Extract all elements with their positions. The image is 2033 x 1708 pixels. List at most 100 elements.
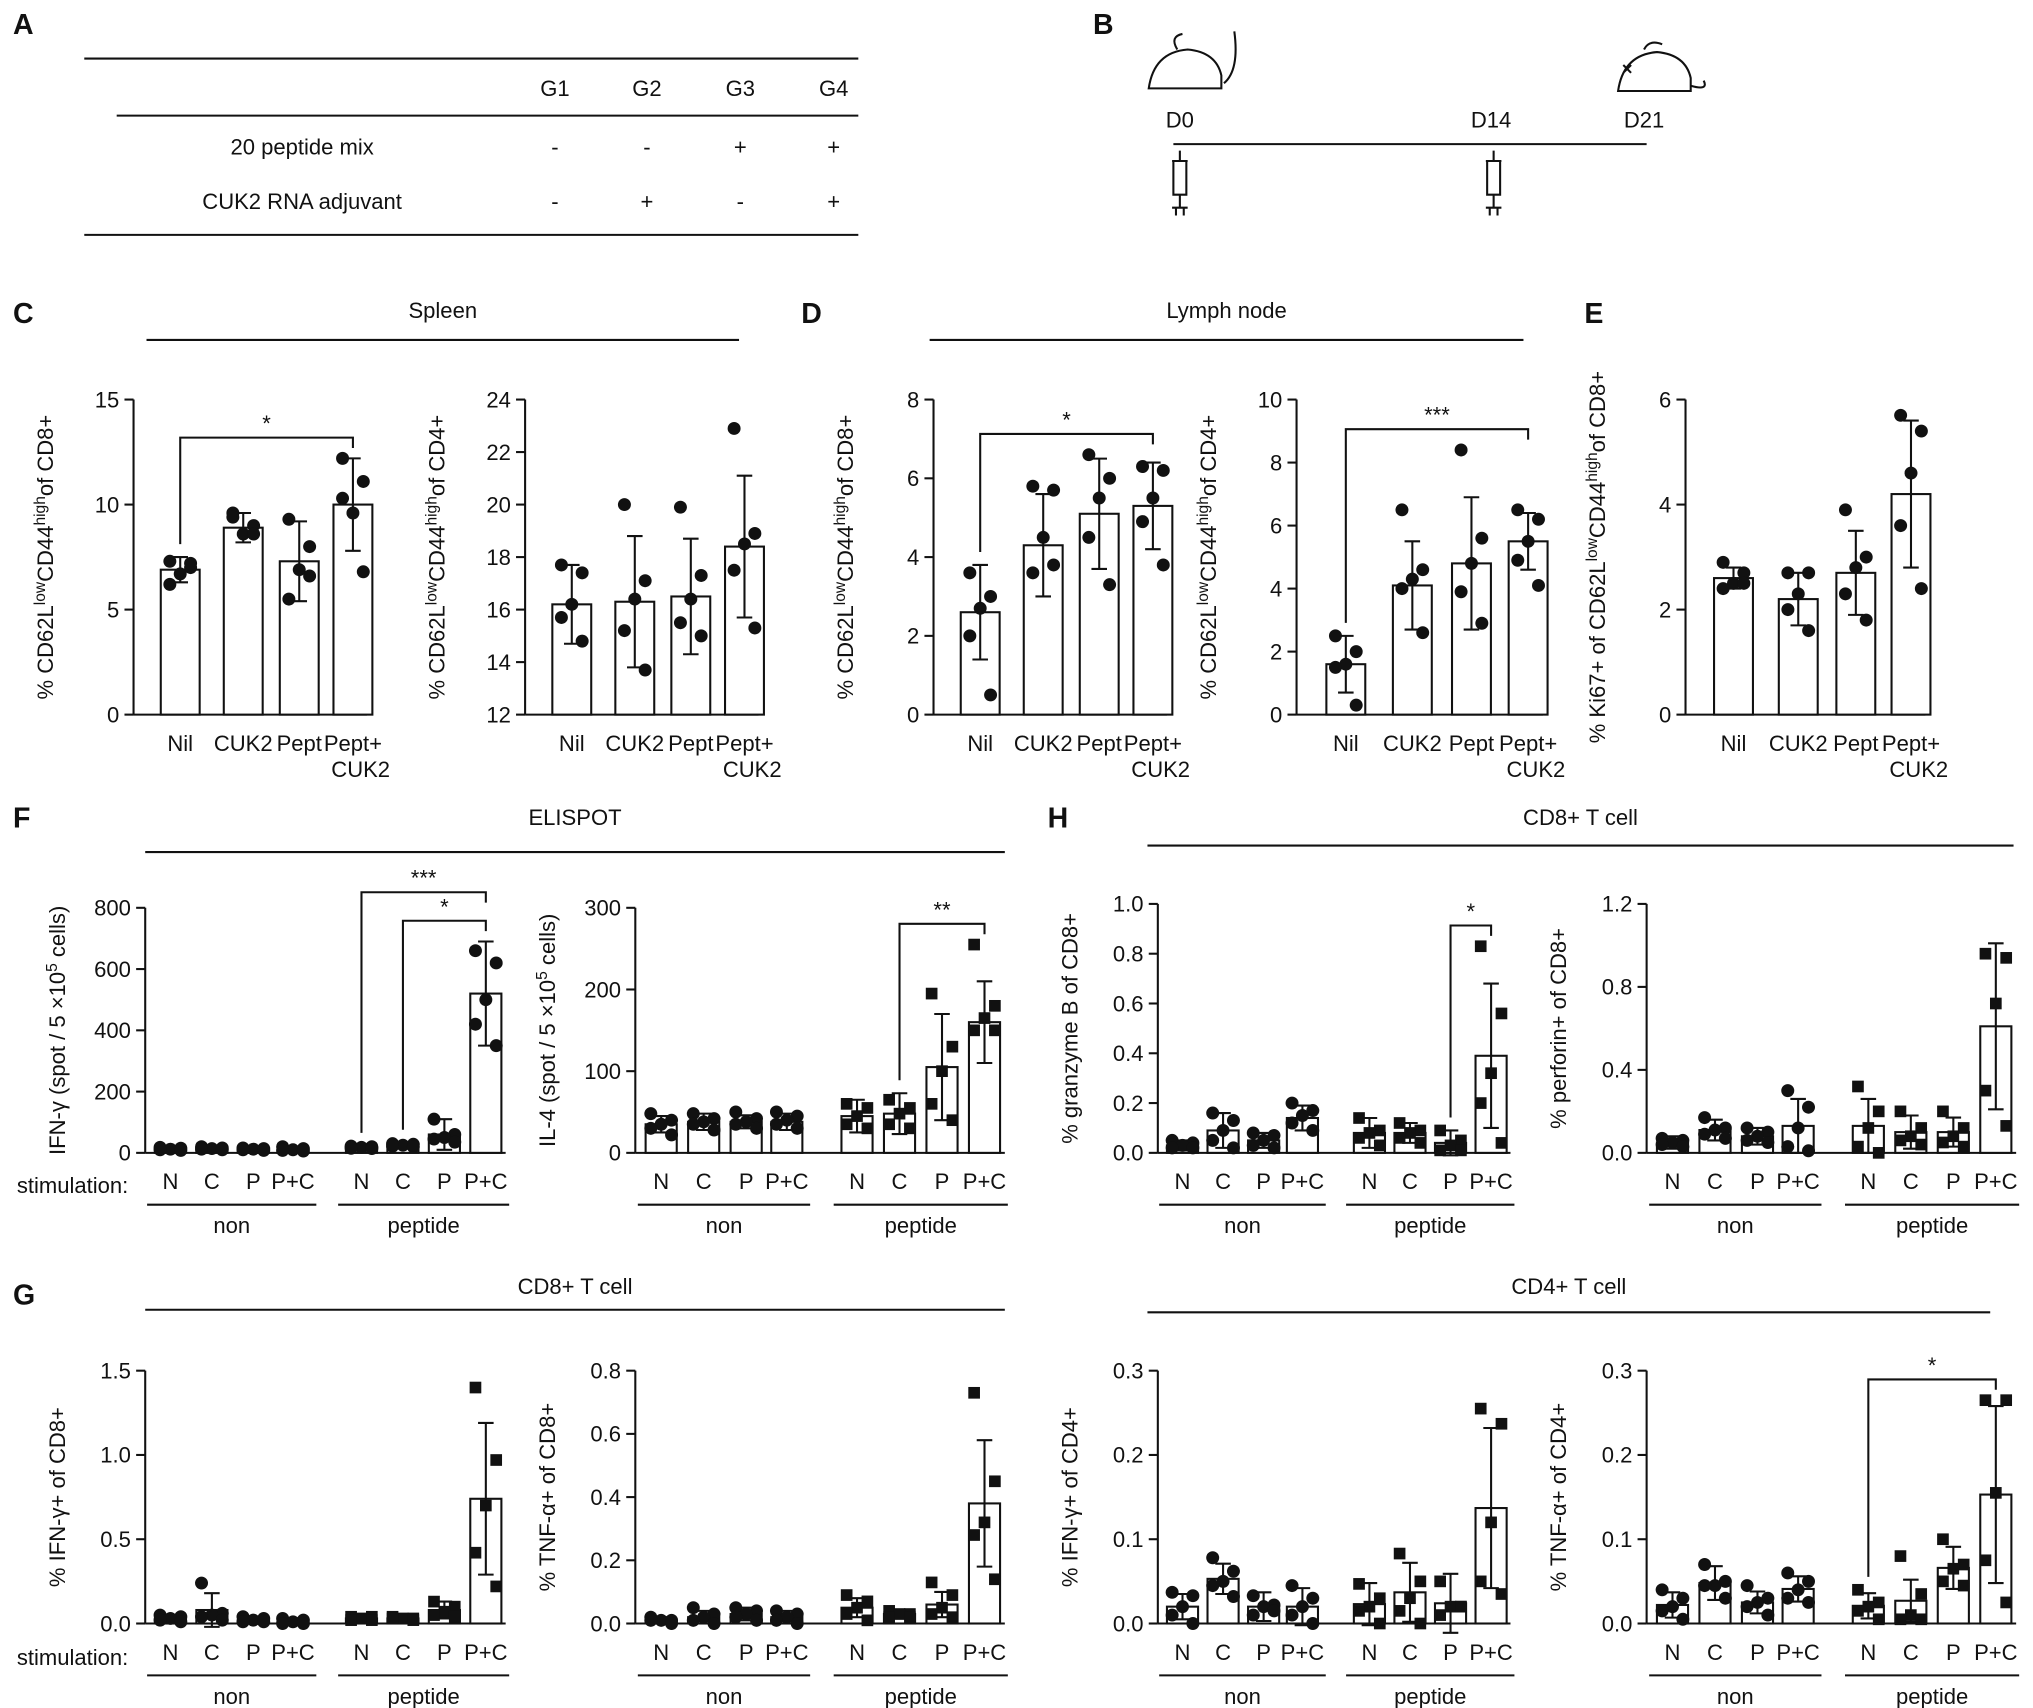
y-tick-label: 22 bbox=[486, 440, 511, 465]
x-tick-label: Nil bbox=[559, 731, 585, 756]
y-tick-label: 15 bbox=[95, 387, 120, 412]
data-point bbox=[984, 589, 998, 603]
data-point bbox=[644, 1613, 658, 1627]
data-point bbox=[2000, 1394, 2013, 1407]
y-tick-label: 5 bbox=[107, 597, 119, 622]
data-point bbox=[617, 624, 631, 638]
y-label-part: CD44 bbox=[1196, 526, 1221, 582]
data-point bbox=[1306, 1123, 1320, 1137]
data-point bbox=[1915, 1138, 1928, 1151]
y-label-part: % TNF-α+ of CD8+ bbox=[535, 1403, 560, 1592]
data-point bbox=[707, 1112, 721, 1126]
data-point bbox=[851, 1601, 863, 1614]
x-tick-label: Nil bbox=[967, 731, 993, 756]
x-tick-label: CUK2 bbox=[331, 757, 390, 782]
data-point bbox=[750, 1112, 764, 1126]
data-point bbox=[1165, 1608, 1179, 1622]
data-point bbox=[257, 1615, 271, 1629]
panel-letter: D bbox=[801, 298, 822, 330]
data-point bbox=[665, 1113, 679, 1127]
y-tick-label: 12 bbox=[486, 702, 511, 727]
data-point bbox=[1859, 550, 1873, 564]
data-point bbox=[1781, 1591, 1795, 1605]
data-point bbox=[286, 1615, 300, 1629]
x-tick-label: P bbox=[739, 1640, 754, 1665]
y-axis-label: % perforin+ of CD8+ bbox=[1546, 928, 1571, 1129]
y-label-part: high bbox=[32, 496, 49, 525]
cell: - bbox=[643, 135, 650, 160]
data-point bbox=[737, 537, 751, 551]
y-tick-label: 0 bbox=[1270, 702, 1282, 727]
y-label-part: 5 bbox=[43, 963, 60, 972]
data-point bbox=[750, 1604, 764, 1618]
x-tick-label: N bbox=[1175, 1640, 1191, 1665]
table-header: G1 bbox=[540, 76, 569, 101]
data-point bbox=[963, 566, 977, 580]
y-tick-label: 6 bbox=[907, 466, 919, 491]
data-point bbox=[769, 1613, 783, 1627]
data-point bbox=[1026, 566, 1040, 580]
data-point bbox=[1455, 1144, 1467, 1157]
data-point bbox=[1937, 1575, 1949, 1588]
data-point bbox=[1947, 1562, 1960, 1575]
error-bar bbox=[1903, 419, 1919, 569]
x-tick-label: P bbox=[739, 1169, 754, 1194]
data-point bbox=[769, 1105, 783, 1119]
y-tick-label: 0 bbox=[119, 1141, 131, 1166]
data-point bbox=[1267, 1604, 1281, 1618]
data-point bbox=[1655, 1583, 1669, 1597]
data-point bbox=[1750, 1595, 1764, 1609]
data-point bbox=[1859, 613, 1873, 627]
x-tick-label: Nil bbox=[1721, 731, 1747, 756]
y-label-part: CD44 bbox=[833, 526, 858, 582]
y-tick-label: 6 bbox=[1270, 513, 1282, 538]
data-point bbox=[654, 1613, 668, 1627]
significance-label: * bbox=[440, 894, 449, 919]
data-point bbox=[1979, 1394, 1992, 1407]
y-tick-label: 0.2 bbox=[1113, 1091, 1144, 1116]
data-point bbox=[489, 956, 503, 970]
x-tick-label: C bbox=[1215, 1169, 1231, 1194]
data-point bbox=[354, 1140, 368, 1154]
data-point bbox=[1802, 1144, 1815, 1158]
error-bar bbox=[1145, 461, 1161, 551]
data-point bbox=[448, 1135, 462, 1149]
data-point bbox=[1852, 1080, 1864, 1093]
data-point bbox=[1414, 1575, 1427, 1588]
data-point bbox=[1802, 624, 1816, 638]
x-tick-label: CUK2 bbox=[1889, 757, 1948, 782]
y-label-part: of CD8+ bbox=[1585, 371, 1610, 452]
data-point bbox=[366, 1614, 378, 1626]
y-label-part: % IFN-γ+ of CD4+ bbox=[1057, 1407, 1082, 1587]
data-point bbox=[153, 1613, 167, 1627]
data-point bbox=[707, 1607, 721, 1621]
x-tick-label: C bbox=[204, 1640, 220, 1665]
data-point bbox=[1474, 940, 1487, 953]
data-point bbox=[861, 1614, 874, 1627]
data-point bbox=[1666, 1136, 1679, 1149]
section-title: CD8+ T cell bbox=[1523, 805, 1638, 830]
mouse-icon bbox=[1147, 31, 1237, 90]
y-label-part: CD44 bbox=[33, 526, 58, 582]
y-label-part: % granzyme B of CD8+ bbox=[1057, 913, 1082, 1144]
y-tick-label: 0.2 bbox=[1113, 1443, 1144, 1468]
data-point bbox=[1455, 1134, 1467, 1147]
x-tick-label: P+C bbox=[765, 1640, 809, 1665]
y-axis-label: % CD62LlowCD44highof CD8+ bbox=[832, 415, 859, 700]
data-point bbox=[184, 556, 198, 570]
x-tick-label: P bbox=[1256, 1169, 1271, 1194]
y-tick-label: 8 bbox=[1270, 450, 1282, 475]
y-label-part: % CD62L bbox=[425, 605, 450, 699]
x-tick-label: C bbox=[1215, 1640, 1231, 1665]
x-tick-label: N bbox=[1860, 1169, 1876, 1194]
data-point bbox=[1740, 1579, 1754, 1593]
data-point bbox=[1718, 1131, 1732, 1145]
data-point bbox=[1937, 1533, 1949, 1546]
day-label: D21 bbox=[1624, 107, 1664, 132]
data-point bbox=[628, 592, 642, 606]
x-tick-label: P bbox=[437, 1640, 452, 1665]
data-point bbox=[1957, 1140, 1970, 1153]
y-tick-label: 1.2 bbox=[1602, 892, 1633, 917]
x-tick-label: CUK2 bbox=[723, 757, 782, 782]
data-point bbox=[346, 506, 360, 520]
